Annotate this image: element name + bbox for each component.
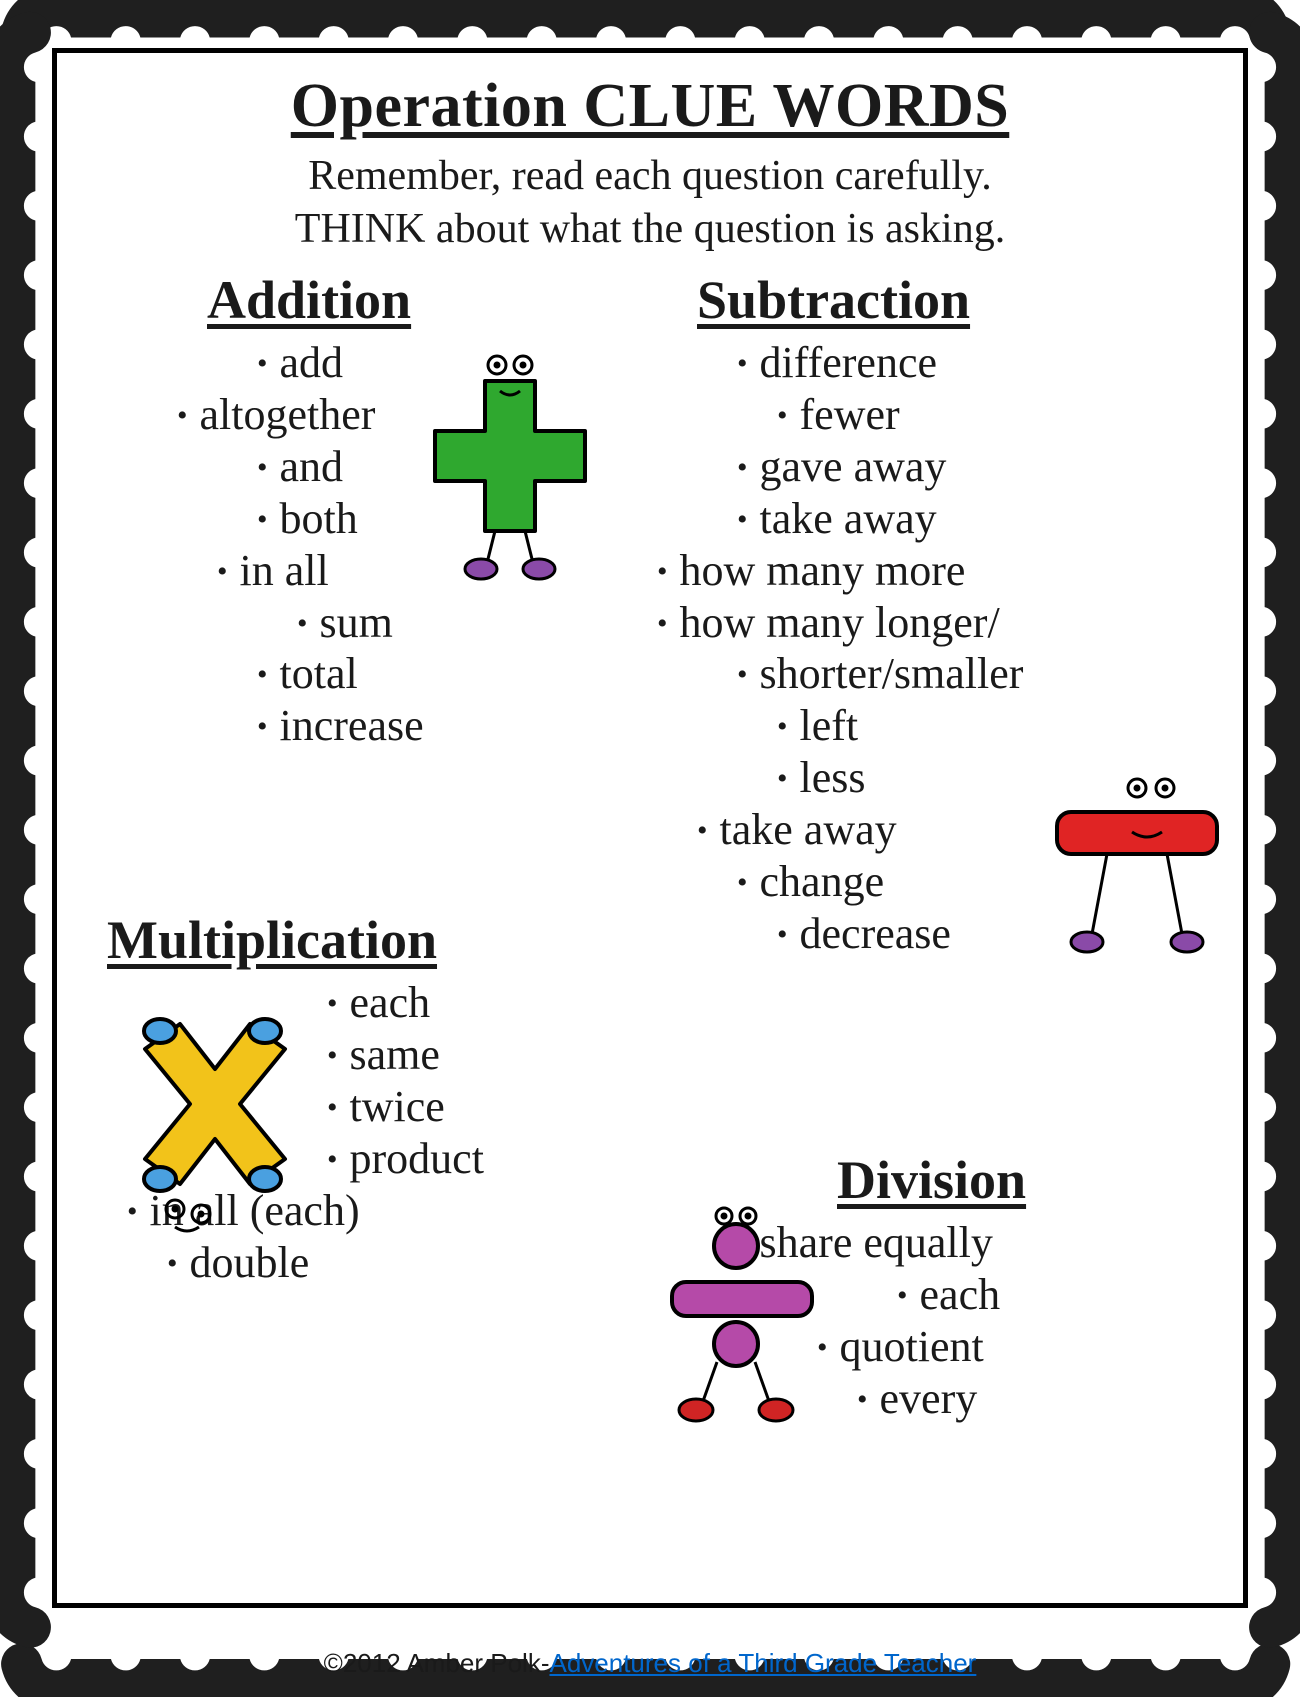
list-item: take away: [657, 493, 1207, 545]
subtitle: Remember, read each question carefully. …: [87, 150, 1213, 255]
plus-character-icon: [415, 351, 605, 601]
heading-subtraction: Subtraction: [697, 269, 1207, 331]
list-item: sum: [177, 597, 597, 649]
heading-division: Division: [837, 1149, 1217, 1211]
subtitle-line1: Remember, read each question carefully.: [308, 153, 992, 199]
list-item: how many longer/: [657, 597, 1207, 649]
list-item: gave away: [657, 441, 1207, 493]
subtitle-line2: THINK about what the question is asking.: [295, 206, 1005, 252]
heading-multiplication: Multiplication: [107, 909, 627, 971]
list-item: how many more: [657, 545, 1207, 597]
footer-link[interactable]: Adventures of a Third Grade Teacher: [549, 1648, 976, 1678]
list-item: total: [177, 648, 597, 700]
poster-panel: Operation CLUE WORDS Remember, read each…: [52, 48, 1248, 1608]
list-item: increase: [177, 700, 597, 752]
list-item: fewer: [657, 389, 1207, 441]
footer: ©2012 Amber Polk-Adventures of a Third G…: [0, 1648, 1300, 1679]
minus-character-icon: [1037, 774, 1237, 1004]
times-character-icon: [105, 1009, 320, 1259]
list-item: left: [657, 700, 1207, 752]
page-title: Operation CLUE WORDS: [87, 71, 1213, 142]
divide-character-icon: [652, 1204, 842, 1444]
content-grid: Addition addaltogetherandbothin allsumto…: [87, 269, 1213, 1569]
heading-addition: Addition: [207, 269, 597, 331]
list-item: difference: [657, 337, 1207, 389]
footer-copyright: ©2012 Amber Polk-: [324, 1648, 550, 1678]
list-item: shorter/smaller: [657, 648, 1207, 700]
